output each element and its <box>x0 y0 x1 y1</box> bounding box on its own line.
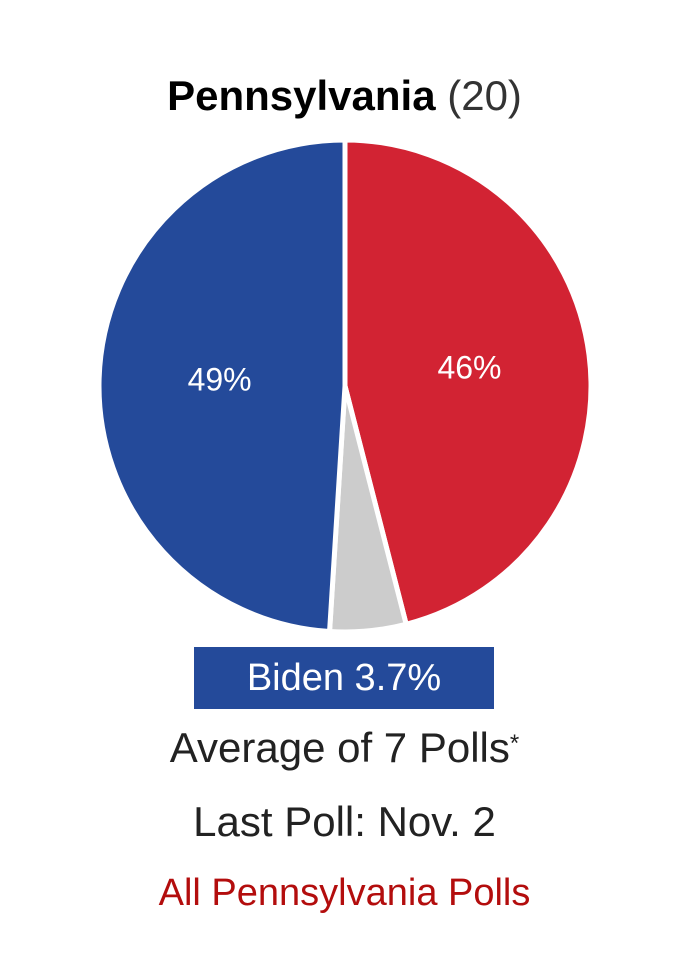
all-polls-link[interactable]: All Pennsylvania Polls <box>158 872 531 914</box>
footnote-mark: * <box>509 730 520 757</box>
leader-badge: Biden 3.7% <box>194 647 494 709</box>
pie-slice-label-3: 49% <box>188 362 252 398</box>
pie-slice-1 <box>342 137 594 627</box>
last-poll-date: Last Poll: Nov. 2 <box>193 798 496 845</box>
state-name: Pennsylvania <box>167 72 436 119</box>
poll-average-text: Average of 7 Polls <box>169 724 510 771</box>
poll-average: Average of 7 Polls* <box>0 722 689 774</box>
pie-slice-label-1: 46% <box>437 350 501 386</box>
pie-chart: 46% 49% <box>96 137 594 635</box>
electoral-votes: (20) <box>447 72 522 119</box>
pie-slice-3 <box>96 137 348 635</box>
chart-title: Pennsylvania (20) <box>0 70 689 122</box>
